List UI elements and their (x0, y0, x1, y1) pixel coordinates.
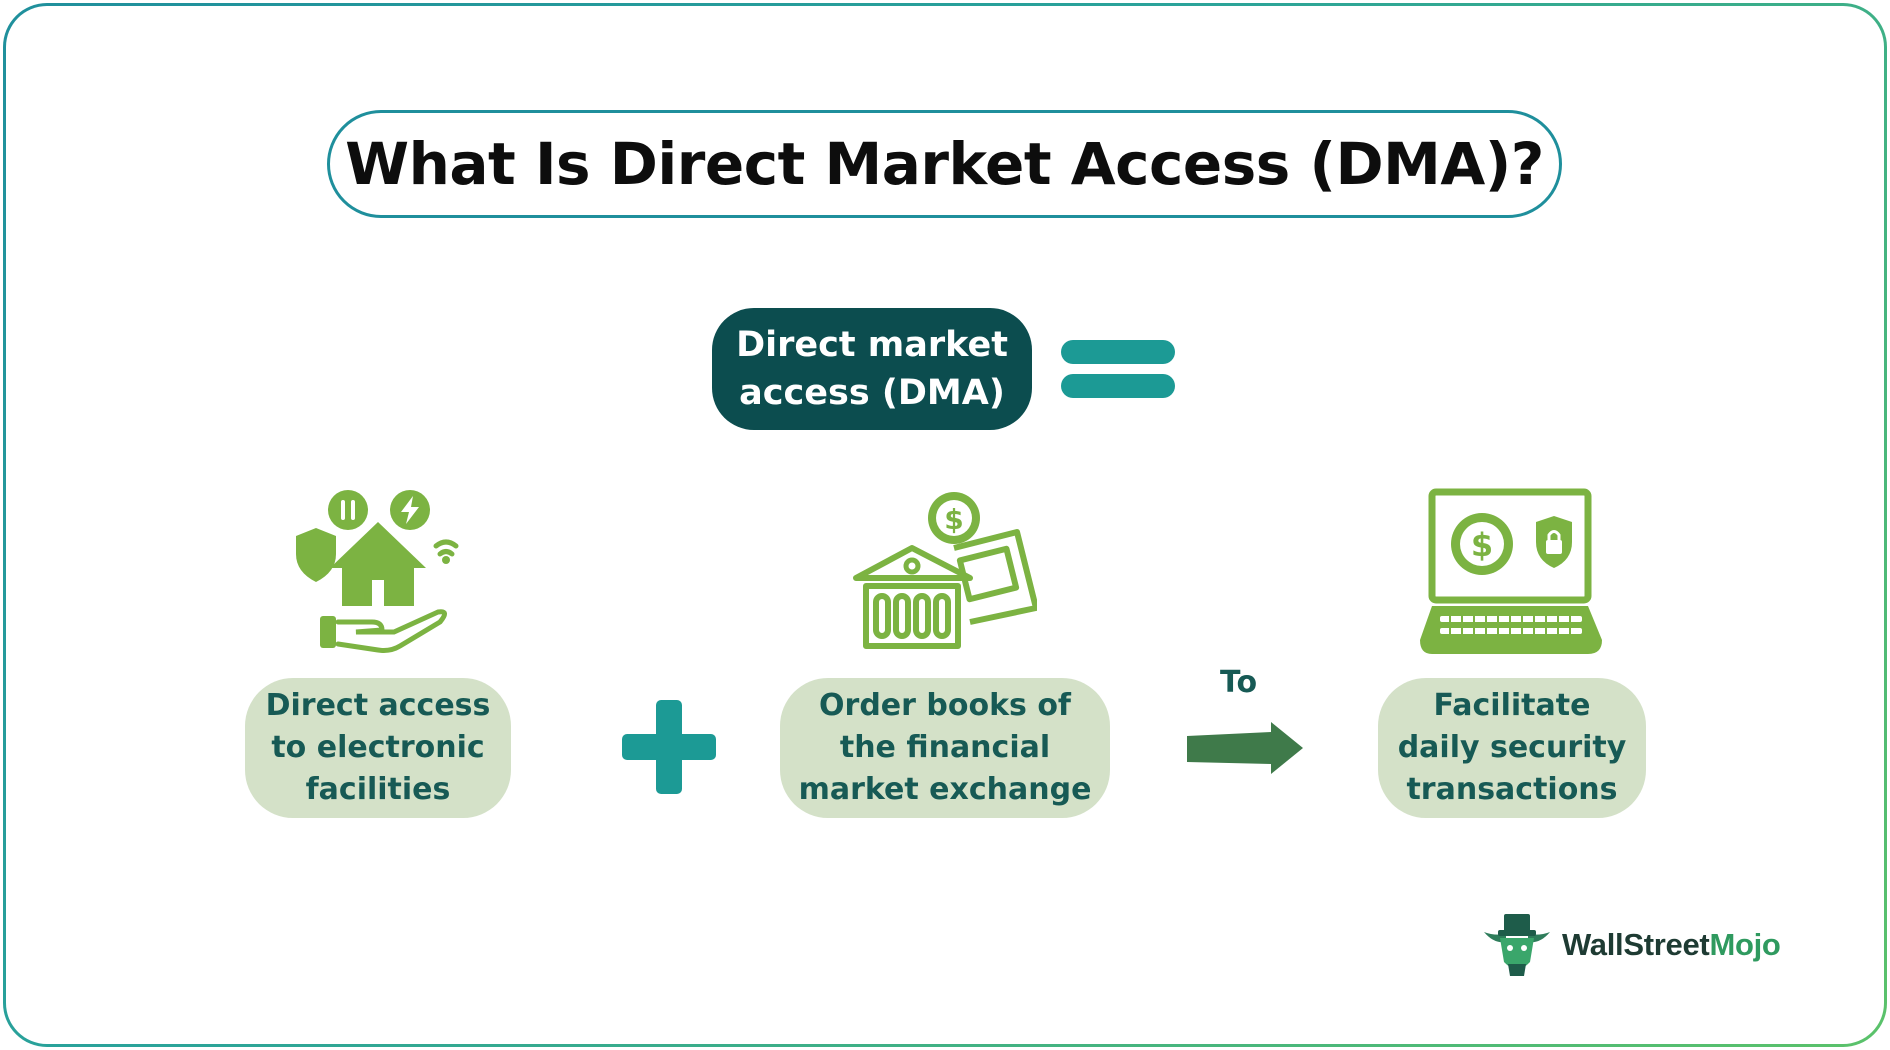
connector-to-label: To (1220, 665, 1258, 700)
svg-text:$: $ (944, 503, 963, 536)
right-arrow-icon (1187, 722, 1303, 774)
result-box-daily-transactions: Facilitate daily security transactions (1378, 678, 1646, 818)
equals-icon-top-bar (1061, 340, 1175, 364)
dma-term-line-2: access (DMA) (739, 373, 1005, 413)
wallstreetmojo-logo: WallStreetMojo (1480, 910, 1781, 980)
result-line-2: daily security (1397, 730, 1627, 765)
logo-text-mojo: Mojo (1709, 927, 1781, 962)
component-box-electronic-facilities: Direct access to electronic facilities (245, 678, 511, 818)
component-1-line-2: to electronic (271, 730, 485, 765)
component-1-line-3: facilities (305, 772, 451, 807)
page-title: What Is Direct Market Access (DMA)? (327, 110, 1562, 218)
component-1-line-1: Direct access (265, 688, 491, 723)
laptop-dollar-icon: $ (1420, 488, 1602, 654)
bank-money-icon: $ (853, 492, 1037, 649)
component-2-line-3: market exchange (798, 772, 1092, 807)
page-title-text: What Is Direct Market Access (DMA)? (345, 130, 1544, 198)
home-in-hand-icon (296, 490, 459, 653)
component-box-order-books: Order books of the financial market exch… (780, 678, 1110, 818)
logo-text-wallstreet: WallStreet (1562, 927, 1710, 962)
component-2-line-2: the financial (839, 730, 1051, 765)
bull-logo-icon (1484, 914, 1550, 976)
equals-icon-bottom-bar (1061, 374, 1175, 398)
svg-text:$: $ (1471, 526, 1493, 564)
result-line-3: transactions (1406, 772, 1618, 807)
component-2-line-1: Order books of (819, 688, 1071, 723)
result-line-1: Facilitate (1433, 688, 1591, 723)
dma-term-line-1: Direct market (736, 325, 1008, 365)
plus-icon (622, 700, 716, 794)
dma-term-pill: Direct market access (DMA) (712, 308, 1032, 430)
